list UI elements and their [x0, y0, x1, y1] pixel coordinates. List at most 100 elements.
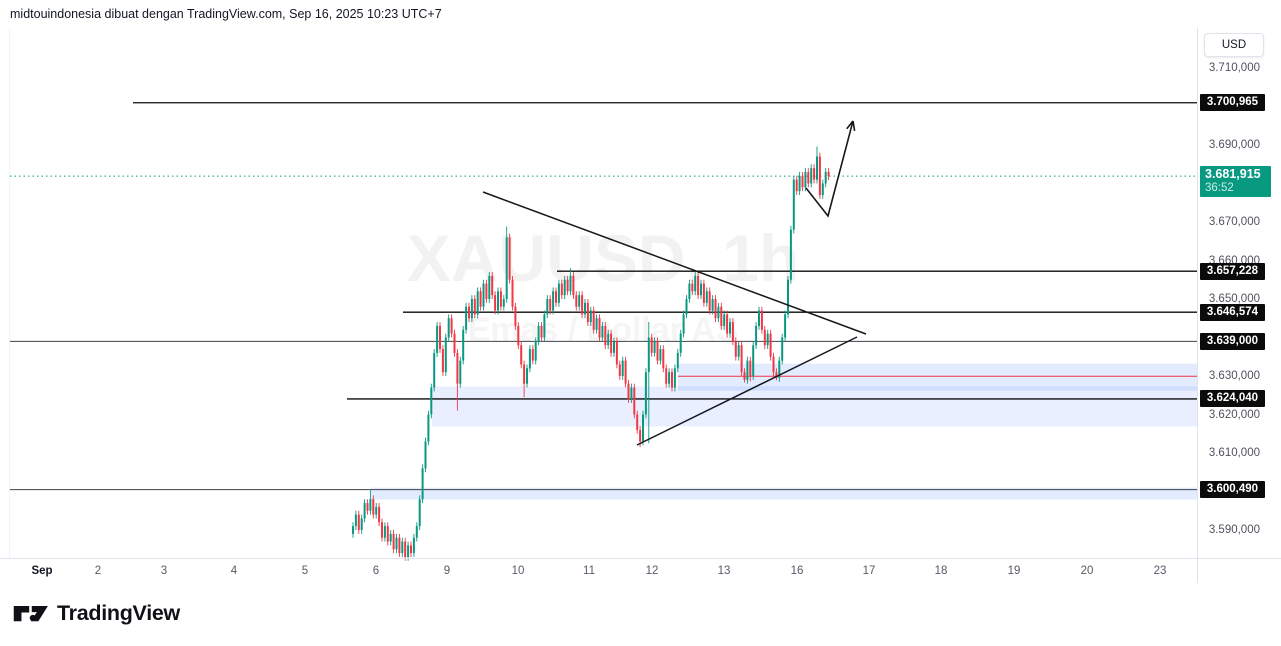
trend-line[interactable] [482, 191, 867, 335]
pane-left-edge [9, 28, 10, 558]
candle-body [717, 306, 720, 319]
projection-arrow[interactable] [805, 120, 854, 218]
candle-body [383, 526, 386, 538]
candle-body [352, 526, 354, 534]
chart-title: midtouindonesia dibuat dengan TradingVie… [10, 7, 442, 21]
candle-body [813, 168, 816, 180]
time-tick-label: 9 [443, 565, 451, 577]
candle-body [560, 283, 563, 296]
candle-body [781, 337, 784, 361]
candle-body [357, 514, 360, 530]
time-tick-label: 5 [301, 565, 309, 577]
current-price-label: 3.681,915 [1205, 167, 1261, 181]
candle-body [378, 506, 381, 523]
candle-body [650, 337, 653, 353]
candle-body [613, 341, 615, 353]
tradingview-logo-text: TradingView [57, 601, 180, 625]
currency-unit-button[interactable]: USD [1204, 33, 1264, 57]
candle-body [729, 322, 731, 334]
candle-body [572, 275, 575, 296]
candle-body [653, 341, 656, 353]
candle-body [395, 537, 398, 550]
candle-body [702, 283, 705, 303]
candle-body [401, 541, 404, 554]
time-tick-label: 13 [717, 565, 731, 577]
candle-body [818, 156, 821, 196]
candle-body [508, 237, 511, 280]
time-tick-label: 19 [1007, 565, 1021, 577]
price-tick-label: 3.710,000 [1208, 62, 1260, 74]
candle-body [526, 368, 528, 384]
supply-demand-zone[interactable] [371, 487, 1197, 500]
candle-body [581, 295, 584, 315]
candle-body [563, 279, 566, 296]
candle-body [494, 295, 497, 311]
candle-body [528, 349, 531, 369]
candle-body [540, 325, 543, 338]
price-tick-label: 3.630,000 [1208, 370, 1260, 382]
price-level-badge[interactable]: 3.624,040 [1200, 390, 1265, 408]
bar-countdown-label: 36:52 [1205, 182, 1234, 194]
price-level-badge[interactable]: 3.646,574 [1200, 303, 1265, 321]
candle-body [816, 156, 818, 180]
candle-body [700, 283, 702, 296]
candle-body [511, 279, 514, 307]
price-tick-label: 3.590,000 [1208, 524, 1260, 536]
candle-body [807, 171, 810, 184]
candle-body [459, 360, 462, 384]
candle-body [398, 537, 401, 554]
candle-body [711, 299, 714, 311]
candle-body [578, 295, 581, 307]
candle-body [392, 533, 395, 550]
candle-body [592, 310, 595, 330]
price-level-badge[interactable]: 3.657,228 [1200, 262, 1265, 280]
candle-body [549, 299, 552, 311]
candle-body [615, 341, 618, 365]
supply-demand-zone[interactable] [432, 386, 1197, 427]
candle-body [404, 541, 407, 557]
candle-body [589, 310, 592, 323]
candle-body [482, 283, 485, 307]
candle-body [633, 387, 636, 415]
candle-body [557, 283, 560, 303]
candle-body [708, 291, 711, 311]
candle-body [627, 383, 630, 400]
candle-body [566, 279, 569, 292]
candle-body [517, 325, 520, 346]
candle-body [723, 314, 726, 326]
candle-body [694, 275, 697, 292]
candle-body [662, 349, 665, 369]
candle-body [453, 333, 456, 353]
candle-body [499, 291, 502, 307]
price-level-badge[interactable]: 3.639,000 [1200, 332, 1265, 350]
candle-body [801, 175, 804, 188]
candle-body [824, 171, 827, 184]
candle-body [758, 310, 760, 326]
candle-body [366, 503, 369, 511]
candle-body [676, 352, 679, 369]
candle-body [439, 325, 441, 350]
candle-body [354, 514, 357, 527]
candle-body [491, 275, 494, 296]
candle-body [763, 329, 766, 346]
price-level-badge[interactable]: 3.700,965 [1200, 94, 1265, 112]
candle-body [360, 518, 363, 530]
time-tick-label: 16 [790, 565, 804, 577]
candle-body [760, 310, 763, 330]
candle-body [407, 545, 410, 557]
candle-body [546, 299, 549, 315]
candle-body [410, 545, 412, 554]
candle-body [798, 175, 801, 192]
trend-line[interactable] [636, 336, 858, 446]
tradingview-logo[interactable]: TradingView [13, 600, 180, 627]
candle-body [734, 341, 737, 357]
candle-body [668, 372, 671, 384]
current-price-badge[interactable]: 3.681,915 36:52 [1200, 166, 1271, 197]
supply-demand-zone[interactable] [678, 363, 1197, 391]
price-level-badge[interactable]: 3.600,490 [1200, 481, 1265, 499]
candle-body [714, 299, 717, 319]
